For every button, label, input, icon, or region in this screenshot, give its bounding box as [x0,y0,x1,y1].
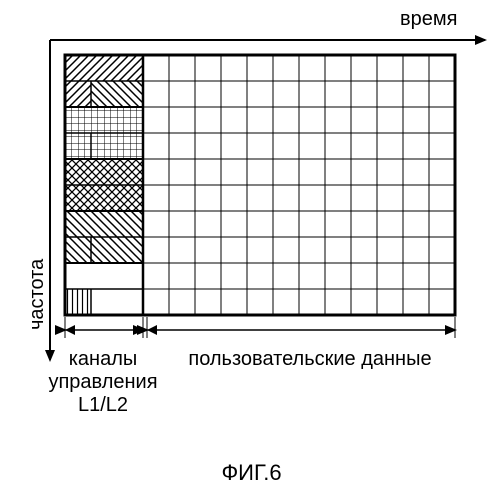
diagram-svg [0,0,503,500]
figure-6: { "axes": { "x_label": "время", "y_label… [0,0,503,500]
